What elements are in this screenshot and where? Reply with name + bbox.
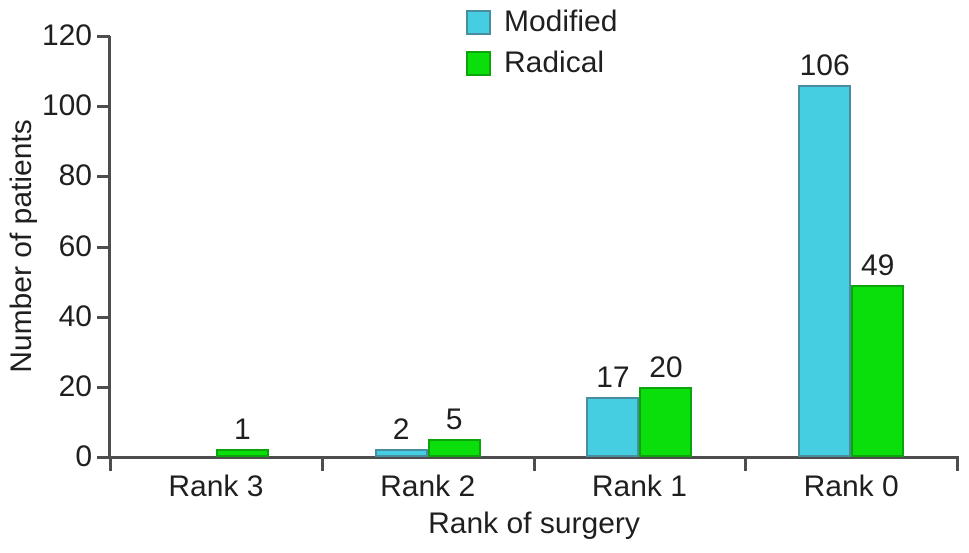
- y-axis-tick: [97, 105, 110, 109]
- y-axis-tick: [97, 385, 110, 389]
- y-axis-tick: [97, 35, 110, 38]
- bar-value-label: 2: [392, 413, 410, 446]
- y-axis-tick: [97, 245, 110, 249]
- modified-series-swatch: [466, 9, 491, 35]
- x-axis-tick: [320, 458, 324, 471]
- x-category-label: Rank 1: [591, 470, 687, 503]
- y-tick-label: 100: [41, 89, 92, 123]
- legend-item-radical: Radical: [466, 47, 617, 79]
- bar-value-label: 106: [799, 49, 850, 82]
- radical-bar: [851, 285, 905, 457]
- y-axis-tick: [97, 456, 110, 459]
- y-tick-label: 20: [58, 369, 92, 403]
- x-axis-tick: [532, 458, 536, 471]
- x-axis-line: [108, 456, 959, 459]
- x-axis-title: Rank of surgery: [428, 507, 640, 540]
- legend-label-modified: Modified: [504, 5, 618, 38]
- x-category-label: Rank 3: [168, 470, 264, 503]
- bar-value-label: 49: [860, 249, 895, 282]
- bar-value-label: 5: [445, 403, 463, 436]
- modified-bar: [798, 85, 852, 457]
- legend-item-modified: Modified: [466, 6, 617, 38]
- y-tick-label: 80: [58, 159, 92, 193]
- x-category-label: Rank 0: [803, 470, 899, 503]
- radical-series-swatch: [466, 50, 491, 76]
- y-tick-label: 120: [41, 19, 92, 52]
- legend: Modified Radical: [466, 6, 617, 88]
- y-axis-tick: [97, 175, 110, 179]
- x-axis-tick: [956, 458, 959, 471]
- legend-label-radical: Radical: [504, 46, 605, 79]
- x-axis-tick: [744, 458, 748, 471]
- modified-bar: [374, 449, 428, 457]
- y-tick-label: 40: [58, 299, 92, 333]
- bar-value-label: 17: [596, 361, 630, 394]
- radical-bar: [427, 439, 481, 457]
- y-axis-tick: [97, 315, 110, 319]
- x-axis-tick: [109, 458, 112, 471]
- x-category-label: Rank 2: [380, 470, 476, 503]
- bar-value-label: 1: [234, 413, 251, 446]
- y-tick-label: 60: [58, 229, 92, 263]
- y-tick-label: 0: [75, 440, 92, 473]
- radical-bar: [639, 387, 693, 457]
- radical-bar: [215, 449, 269, 457]
- bar-value-label: 20: [649, 351, 683, 384]
- modified-bar: [586, 397, 640, 457]
